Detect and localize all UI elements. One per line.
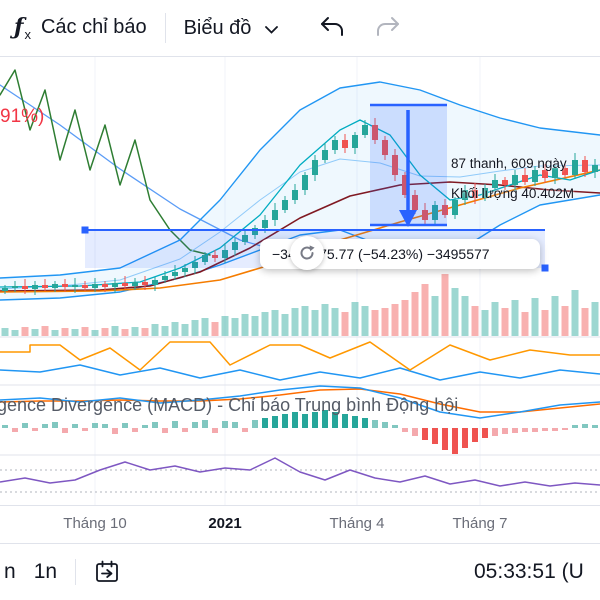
redo-icon	[377, 17, 400, 36]
regression-layer	[0, 457, 600, 493]
stochastic-layer	[0, 341, 600, 381]
undo-icon	[321, 17, 344, 36]
measure-bars-label: 87 thanh, 609 ngày	[451, 156, 567, 171]
price-chart-svg[interactable]	[0, 57, 600, 505]
toolbar-divider	[164, 13, 166, 43]
macd-indicator-label: gence Divergence (MACD) - Chỉ báo Trung …	[0, 395, 459, 415]
redo-button[interactable]	[374, 15, 402, 41]
timeframe-button-1n[interactable]: 1n	[33, 560, 58, 583]
axis-label-thang10: Tháng 10	[63, 515, 127, 532]
measure-refresh-button[interactable]	[290, 236, 324, 270]
top-toolbar: ƒx Các chỉ báo Biểu đồ	[0, 0, 600, 57]
calendar-icon	[96, 560, 118, 582]
footer-divider	[75, 559, 77, 585]
axis-label-2021: 2021	[208, 515, 242, 532]
candles-layer	[2, 118, 598, 295]
indicators-button[interactable]: ƒx Các chỉ báo	[14, 14, 147, 42]
go-to-date-button[interactable]	[94, 559, 120, 585]
undo-button[interactable]	[318, 15, 346, 41]
chart-type-button[interactable]: Biểu đồ	[184, 17, 279, 40]
pane-separators	[0, 336, 600, 456]
timeframe-button-partial[interactable]: n	[4, 560, 16, 583]
chart-type-label: Biểu đồ	[183, 16, 252, 39]
bottom-toolbar: n 1n 05:33:51 (U	[0, 543, 600, 600]
axis-label-thang7: Tháng 7	[452, 515, 508, 532]
macd-layer	[0, 385, 600, 454]
indicators-label: Các chỉ báo	[40, 16, 147, 39]
volume-layer	[1, 274, 599, 336]
refresh-icon	[300, 245, 315, 260]
fx-indicator-icon: ƒx	[14, 13, 31, 43]
session-clock: 05:33:51 (U	[474, 560, 584, 583]
percent-change-label: 91%)	[0, 106, 45, 127]
time-axis[interactable]: Tháng 10 2021 Tháng 4 Tháng 7	[0, 505, 600, 543]
chevron-down-icon	[265, 25, 279, 34]
measure-tooltip-text: −3495575.77 (−54.23%) −3495577	[272, 246, 490, 262]
chart-area[interactable]: 91%) 87 thanh, 609 ngày Khối lượng 40.40…	[0, 57, 600, 505]
axis-label-thang4: Tháng 4	[329, 515, 385, 532]
measure-volume-label: Khối lượng 40.402M	[451, 186, 574, 201]
